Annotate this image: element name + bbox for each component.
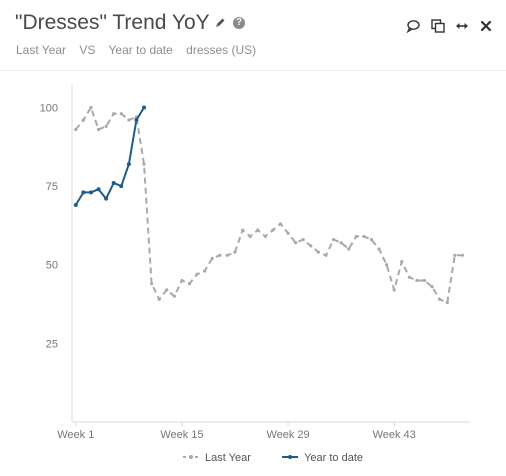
data-point bbox=[445, 300, 449, 305]
data-point bbox=[400, 259, 404, 264]
data-point bbox=[172, 294, 176, 298]
data-point bbox=[81, 190, 86, 195]
data-point bbox=[347, 247, 351, 251]
data-point bbox=[460, 253, 465, 257]
data-point bbox=[225, 253, 230, 257]
data-point bbox=[89, 105, 93, 110]
x-tick-label: Week 15 bbox=[160, 429, 203, 441]
chart-header: "Dresses" Trend YoY ? Last Year VS Year … bbox=[0, 0, 506, 70]
comment-icon[interactable] bbox=[406, 19, 420, 33]
data-point bbox=[331, 237, 336, 242]
chart-title: "Dresses" Trend YoY bbox=[15, 11, 210, 34]
data-point bbox=[203, 269, 207, 273]
data-point bbox=[278, 222, 283, 226]
close-icon[interactable] bbox=[479, 19, 493, 33]
data-point bbox=[248, 234, 252, 239]
legend-marker bbox=[189, 455, 193, 459]
data-point bbox=[119, 184, 124, 189]
data-point bbox=[180, 278, 184, 283]
data-point bbox=[438, 297, 442, 301]
data-point bbox=[377, 247, 381, 251]
data-point bbox=[422, 278, 427, 283]
data-point bbox=[392, 288, 396, 292]
data-point bbox=[385, 263, 389, 267]
data-point bbox=[157, 297, 161, 301]
data-point bbox=[294, 241, 298, 245]
data-point bbox=[88, 190, 93, 195]
data-point bbox=[301, 237, 305, 242]
subtitle-series-b: Year to date bbox=[108, 43, 173, 57]
resize-icon[interactable] bbox=[455, 19, 469, 33]
data-point bbox=[362, 234, 366, 239]
series-line bbox=[75, 106, 463, 304]
data-point bbox=[142, 105, 147, 110]
data-point bbox=[218, 253, 222, 257]
data-point bbox=[233, 250, 237, 254]
data-point bbox=[309, 244, 313, 248]
copy-icon[interactable] bbox=[431, 19, 445, 33]
legend-label: Last Year bbox=[205, 452, 251, 464]
x-tick-label: Week 1 bbox=[57, 429, 94, 441]
data-point bbox=[407, 275, 411, 279]
data-point bbox=[104, 124, 108, 128]
data-point bbox=[339, 241, 343, 245]
y-tick-label: 50 bbox=[46, 260, 58, 272]
data-point bbox=[104, 196, 109, 201]
data-point bbox=[263, 234, 267, 239]
data-point bbox=[74, 127, 78, 132]
data-point bbox=[286, 231, 290, 235]
y-tick-label: 100 bbox=[40, 102, 58, 114]
data-point bbox=[430, 285, 434, 289]
data-point bbox=[96, 187, 101, 192]
line-chart: 25 50 75 100 Week 1 Week 15 Week 29 Week 43 Last… bbox=[40, 85, 470, 464]
data-point bbox=[119, 112, 123, 116]
data-point bbox=[81, 118, 85, 122]
subtitle-term: dresses (US) bbox=[186, 43, 257, 57]
data-point bbox=[187, 282, 192, 286]
legend-label: Year to date bbox=[304, 452, 363, 464]
header-divider bbox=[0, 70, 506, 71]
data-point bbox=[369, 237, 374, 242]
x-tick-label: Week 29 bbox=[266, 429, 309, 441]
data-point bbox=[112, 112, 116, 116]
data-point bbox=[111, 180, 116, 185]
data-point bbox=[195, 272, 199, 276]
comparison-subtitle: Last Year VS Year to date dresses (US) bbox=[16, 43, 266, 57]
x-tick-label: Week 43 bbox=[373, 429, 416, 441]
pencil-icon[interactable] bbox=[214, 17, 226, 29]
data-point bbox=[142, 162, 146, 166]
data-point bbox=[134, 118, 139, 123]
data-point bbox=[316, 250, 320, 254]
data-point bbox=[126, 162, 131, 167]
data-point bbox=[165, 288, 169, 292]
data-point bbox=[415, 278, 419, 283]
data-point bbox=[96, 127, 101, 132]
data-point bbox=[324, 253, 328, 257]
data-point bbox=[271, 228, 275, 232]
data-point bbox=[453, 253, 457, 257]
data-point bbox=[240, 228, 245, 232]
data-point bbox=[354, 234, 358, 239]
y-tick-label: 25 bbox=[46, 338, 58, 350]
help-icon[interactable]: ? bbox=[233, 17, 245, 29]
data-point bbox=[256, 228, 260, 232]
data-point bbox=[127, 118, 131, 122]
series-line bbox=[74, 106, 145, 206]
data-point bbox=[210, 256, 214, 261]
subtitle-vs: VS bbox=[79, 43, 96, 57]
data-point bbox=[73, 202, 78, 207]
y-tick-label: 75 bbox=[46, 181, 58, 193]
data-point bbox=[150, 282, 154, 286]
subtitle-series-a: Last Year bbox=[16, 43, 67, 57]
legend-marker bbox=[288, 455, 293, 459]
